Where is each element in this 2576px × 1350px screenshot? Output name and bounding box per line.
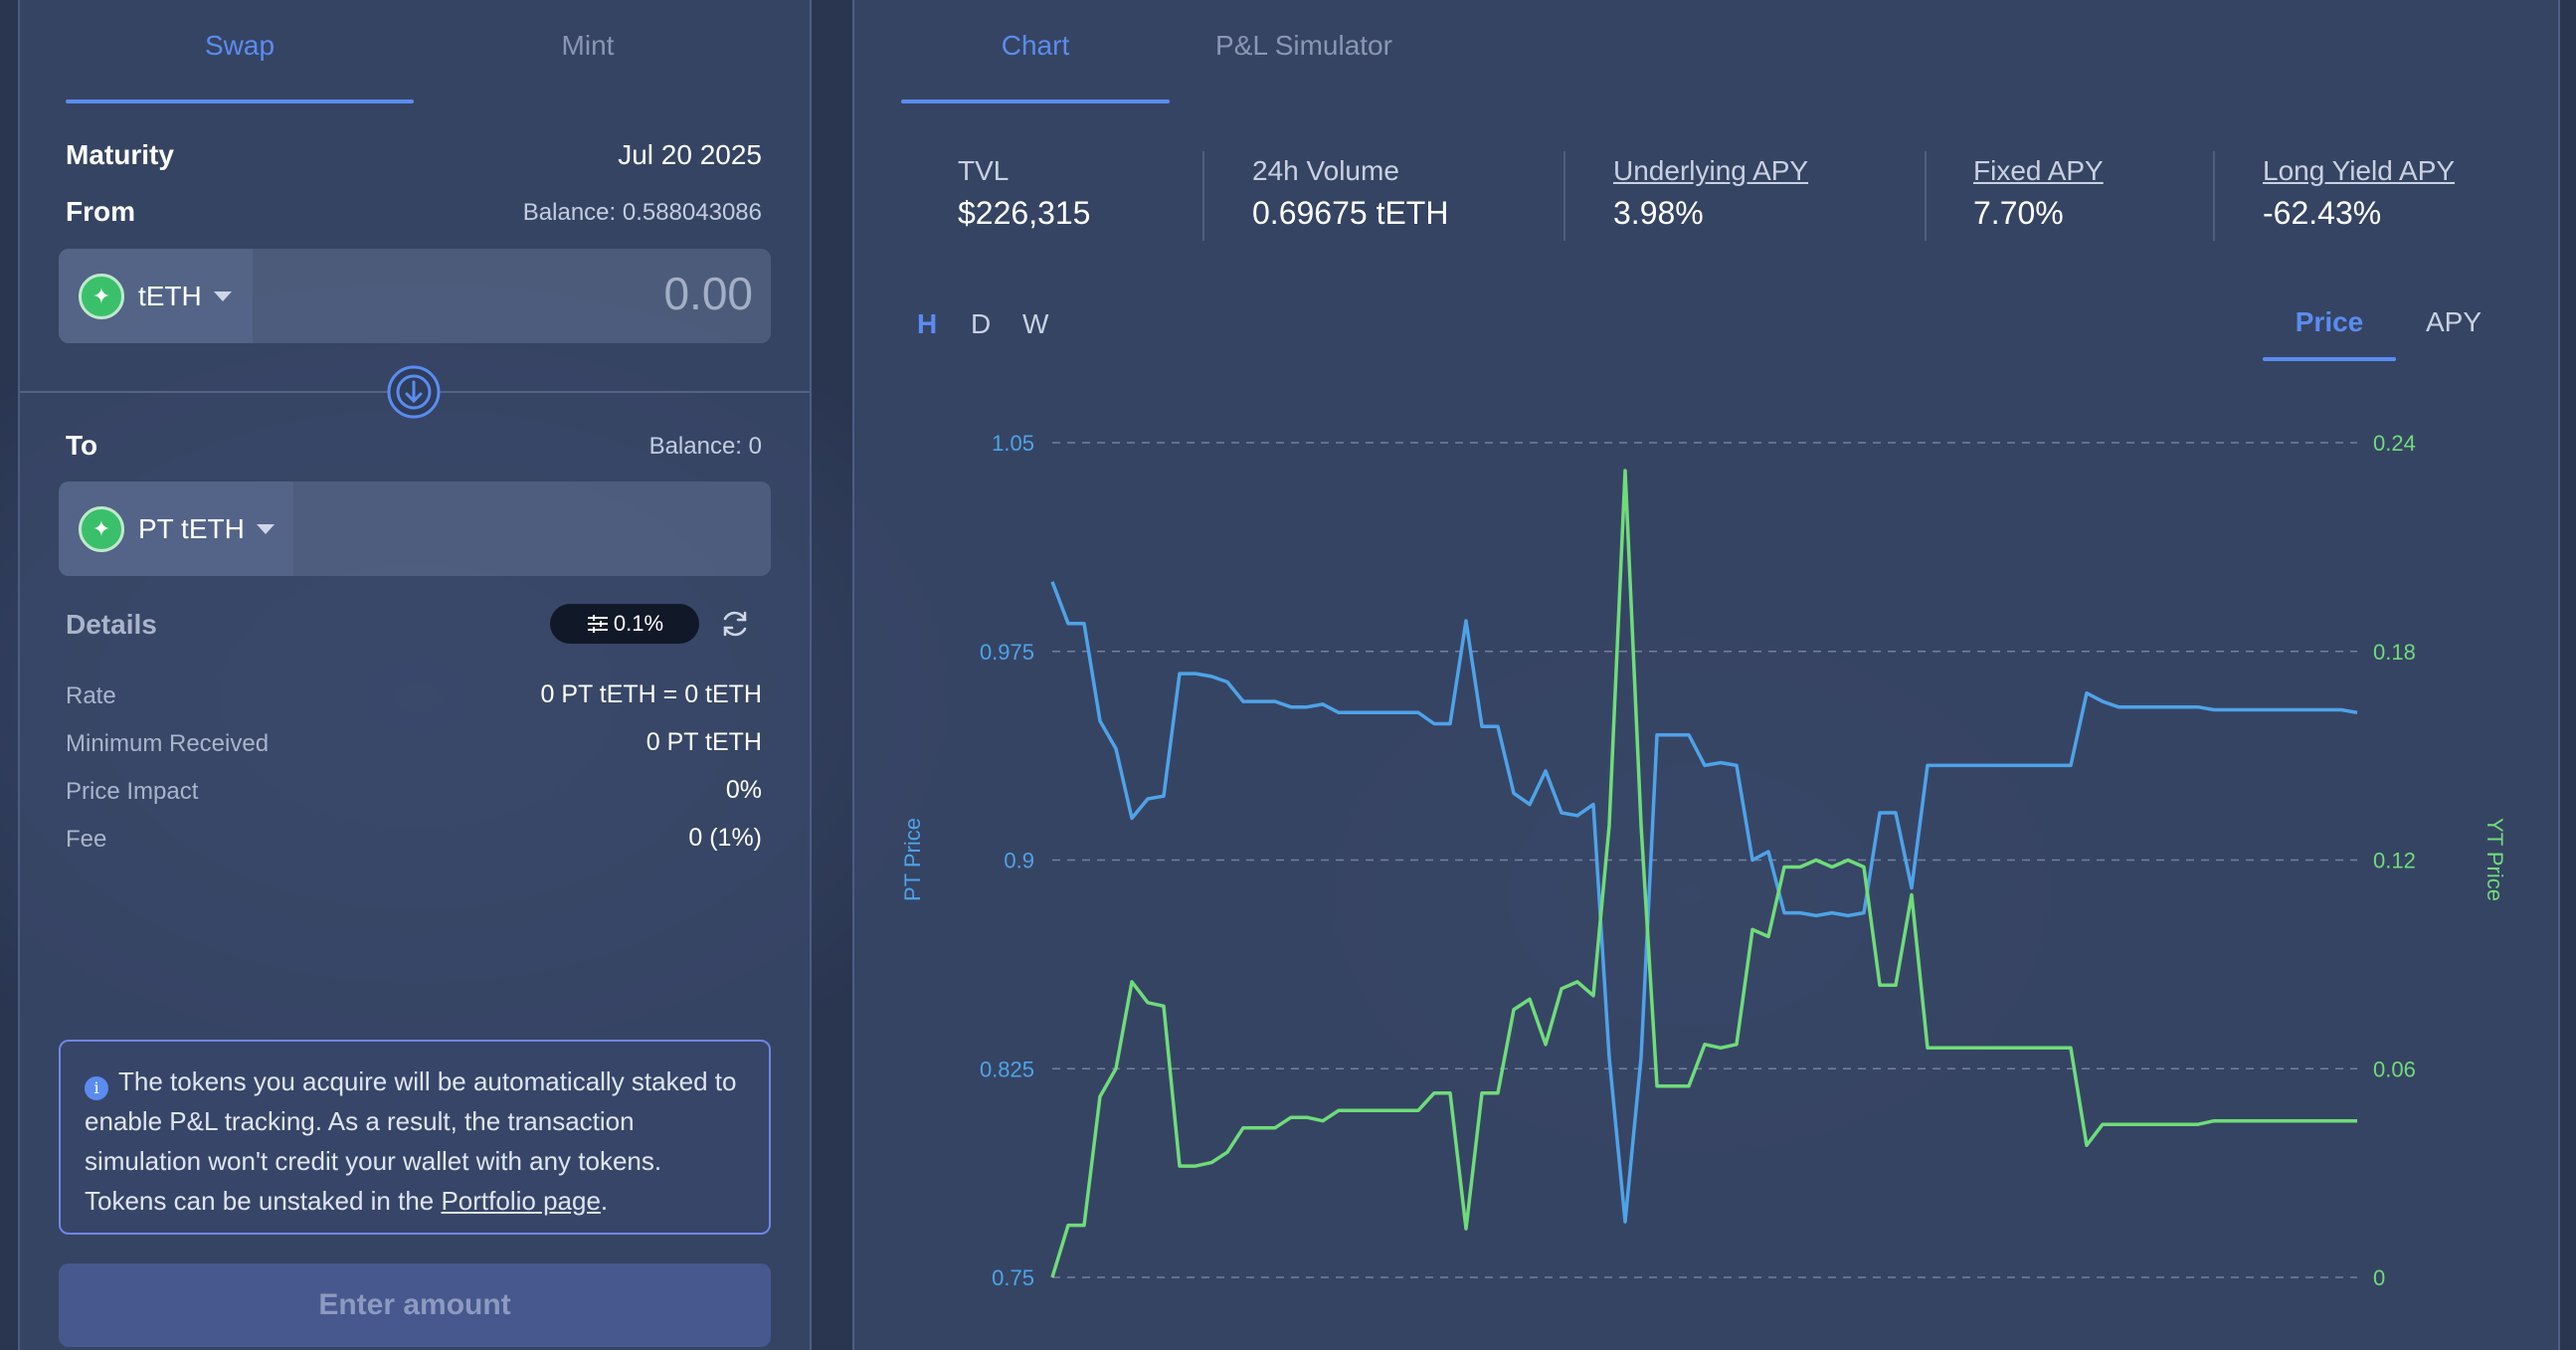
detail-value-minimum-received: 0 PT tETH <box>645 728 762 756</box>
info-icon: i <box>85 1076 108 1100</box>
tab-chart-indicator <box>901 99 1170 103</box>
mode-apy-button[interactable]: APY <box>2425 306 2483 337</box>
range-hour-button[interactable]: H <box>917 308 938 339</box>
stat-long-yield-apy[interactable]: Long Yield APY -62.43% <box>2263 155 2455 232</box>
refresh-icon[interactable] <box>718 607 752 641</box>
y-right-tick-label: 0.18 <box>2373 640 2416 665</box>
stat-tvl: TVL $226,315 <box>958 155 1090 232</box>
portfolio-page-link[interactable]: Portfolio page <box>441 1186 601 1216</box>
from-amount-placeholder: 0.00 <box>663 268 753 319</box>
y-right-tick-label: 0.12 <box>2373 849 2416 873</box>
stat-label-tvl: TVL <box>958 155 1010 186</box>
range-day-button[interactable]: D <box>971 308 992 339</box>
to-balance: Balance: 0 <box>648 433 762 460</box>
tab-mint[interactable]: Mint <box>561 30 615 61</box>
y-left-tick-label: 0.75 <box>992 1265 1034 1290</box>
slippage-button[interactable]: 0.1% <box>550 604 699 644</box>
enter-amount-button[interactable]: Enter amount <box>59 1263 771 1347</box>
mode-price-button[interactable]: Price <box>2295 306 2364 337</box>
chart-panel <box>852 0 2560 1350</box>
chevron-down-icon <box>256 523 275 534</box>
from-balance: Balance: 0.588043086 <box>522 199 762 226</box>
stat-underlying-apy[interactable]: Underlying APY 3.98% <box>1613 155 1808 232</box>
detail-label-price-impact: Price Impact <box>66 778 199 805</box>
details-label: Details <box>66 609 157 640</box>
y-right-tick-label: 0 <box>2373 1265 2385 1290</box>
maturity-label: Maturity <box>66 139 174 170</box>
stat-separator <box>2213 151 2215 241</box>
detail-label-rate: Rate <box>66 682 116 709</box>
stat-value-long-yield-apy: -62.43% <box>2263 195 2382 231</box>
teth-token-icon: ✦ <box>79 273 124 319</box>
from-label: From <box>66 196 135 227</box>
y-left-axis-label: PT Price <box>900 818 925 901</box>
detail-label-minimum-received: Minimum Received <box>66 730 270 757</box>
from-token-selector[interactable]: ✦ tETH <box>59 249 253 343</box>
to-token-name: PT tETH <box>138 512 245 544</box>
from-token-name: tETH <box>138 280 202 311</box>
slippage-value: 0.1% <box>613 611 664 636</box>
stat-separator <box>1564 151 1565 241</box>
chevron-down-icon <box>213 290 232 301</box>
detail-value-fee: 0 (1%) <box>688 824 762 852</box>
to-token-selector[interactable]: ✦ PT tETH <box>59 482 293 576</box>
notice-end: . <box>600 1186 609 1216</box>
yt-price-series-line <box>1050 469 2357 1278</box>
range-week-button[interactable]: W <box>1022 308 1049 339</box>
y-right-tick-label: 0.06 <box>2373 1057 2416 1081</box>
y-left-tick-label: 0.975 <box>980 640 1034 665</box>
staking-notice: i The tokens you acquire will be automati… <box>59 1040 771 1235</box>
tab-swap-indicator <box>66 99 414 103</box>
stat-separator <box>1925 151 1927 241</box>
notice-text: The tokens you acquire will be automatic… <box>85 1066 737 1216</box>
settings-sliders-icon <box>587 615 608 633</box>
stat-separator <box>1202 151 1204 241</box>
stat-value-underlying-apy: 3.98% <box>1613 195 1704 231</box>
stat-fixed-apy[interactable]: Fixed APY 7.70% <box>1973 155 2104 232</box>
mode-price-indicator <box>2263 357 2396 361</box>
swap-direction-icon[interactable] <box>386 364 442 420</box>
stat-label-long-yield-apy: Long Yield APY <box>2263 155 2456 186</box>
pt-teth-token-icon: ✦ <box>79 505 124 552</box>
maturity-value: Jul 20 2025 <box>618 139 762 170</box>
tab-chart[interactable]: Chart <box>1001 30 1070 61</box>
pt-price-series-line <box>1050 581 2358 1224</box>
tab-swap[interactable]: Swap <box>204 30 276 61</box>
detail-value-rate: 0 PT tETH = 0 tETH <box>540 680 762 708</box>
detail-value-price-impact: 0% <box>725 776 762 804</box>
stat-label-fixed-apy: Fixed APY <box>1973 155 2104 186</box>
stat-value-fixed-apy: 7.70% <box>1973 195 2064 231</box>
tab-pl-simulator[interactable]: P&L Simulator <box>1215 30 1392 61</box>
detail-label-fee: Fee <box>66 826 107 853</box>
y-left-tick-label: 0.9 <box>1004 849 1034 873</box>
y-left-tick-label: 1.05 <box>992 431 1034 456</box>
y-right-tick-label: 0.24 <box>2373 431 2416 456</box>
to-label: To <box>66 430 98 461</box>
y-left-tick-label: 0.825 <box>980 1057 1034 1081</box>
stat-24h-volume: 24h Volume 0.69675 tETH <box>1252 155 1448 232</box>
stat-value-24h-volume: 0.69675 tETH <box>1252 195 1449 231</box>
stat-label-24h-volume: 24h Volume <box>1252 155 1399 186</box>
stat-value-tvl: $226,315 <box>958 195 1091 231</box>
y-right-axis-label: YT Price <box>2483 818 2507 901</box>
stat-label-underlying-apy: Underlying APY <box>1613 155 1809 186</box>
